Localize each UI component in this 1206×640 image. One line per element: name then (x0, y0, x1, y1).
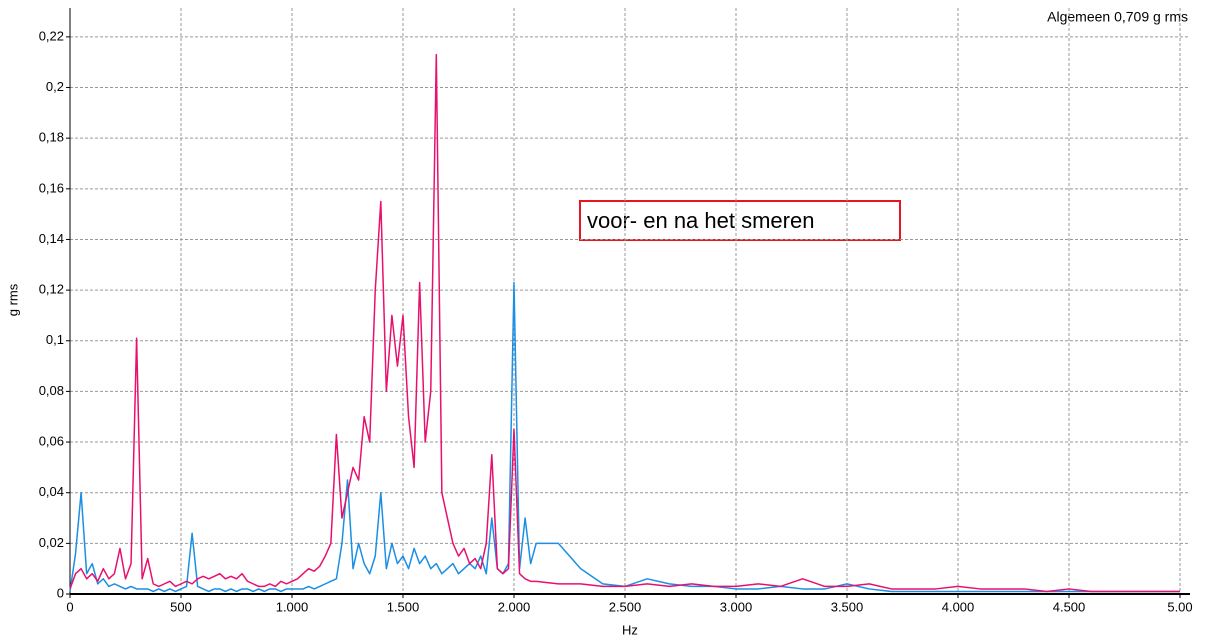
series-line (69, 53, 1181, 593)
x-tick-label: 5.00 (1167, 599, 1192, 614)
x-tick-label: 3.500 (831, 599, 864, 614)
y-tick-label: 0,22 (39, 28, 64, 43)
y-tick-label: 0,2 (46, 79, 64, 94)
x-tick-label: 0 (66, 599, 73, 614)
y-axis-label: g rms (5, 283, 20, 316)
x-tick-label: 2.000 (498, 599, 531, 614)
x-axis-label: Hz (622, 622, 638, 637)
x-tick-label: 500 (170, 599, 192, 614)
y-tick-label: 0,18 (39, 130, 64, 145)
y-tick-label: 0,04 (39, 484, 64, 499)
y-tick-label: 0,16 (39, 180, 64, 195)
y-tick-label: 0,06 (39, 433, 64, 448)
overall-annotation: Algemeen 0,709 g rms (1047, 9, 1188, 25)
y-tick-label: 0,14 (39, 231, 64, 246)
series-line (69, 281, 1181, 593)
y-tick-label: 0,1 (46, 332, 64, 347)
y-tick-label: 0,02 (39, 535, 64, 550)
x-tick-label: 4.000 (942, 599, 975, 614)
box-annotation: voor- en na het smeren (587, 208, 814, 233)
y-tick-label: 0,12 (39, 282, 64, 297)
y-tick-label: 0 (57, 585, 64, 600)
x-tick-label: 3.000 (720, 599, 753, 614)
x-tick-label: 2.500 (609, 599, 642, 614)
y-tick-label: 0,08 (39, 383, 64, 398)
x-tick-label: 4.500 (1053, 599, 1086, 614)
x-tick-label: 1.000 (276, 599, 309, 614)
x-tick-label: 1.500 (387, 599, 420, 614)
